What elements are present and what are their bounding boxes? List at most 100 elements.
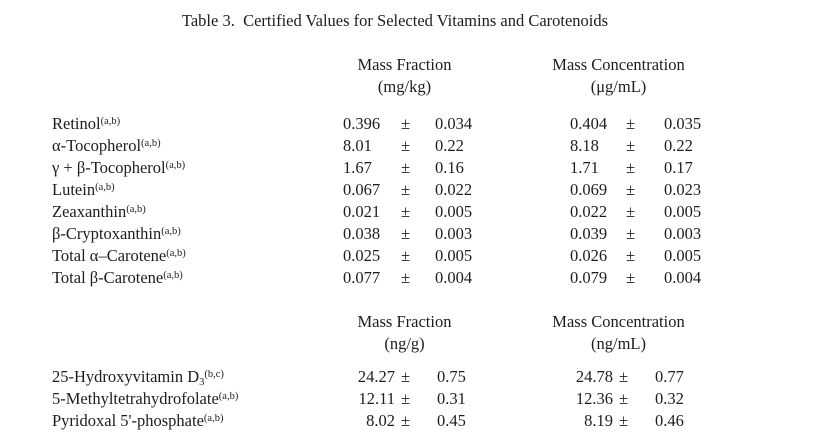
mass-concentration-uncertainty: 0.004 (664, 268, 702, 287)
mass-concentration-uncertainty: 0.46 (655, 411, 684, 430)
analyte-footnote-marker: (a,b) (218, 391, 239, 402)
analyte-subscript: 3 (199, 377, 205, 388)
header-label: Mass Concentration (552, 55, 685, 74)
analyte-label: Total β-Carotene(a,b) (52, 267, 183, 289)
mass-fraction-value: 0.038 (343, 224, 381, 243)
mass-fraction-value: 24.27 (357, 367, 395, 386)
mass-concentration-value: 0.022 (570, 202, 608, 221)
mass-concentration-uncertainty: 0.035 (664, 114, 702, 133)
analyte-name: Pyridoxal 5'-phosphate (52, 411, 204, 430)
analyte-label: α-Tocopherol(a,b) (52, 135, 161, 157)
mass-fraction-uncertainty: 0.034 (435, 114, 473, 133)
table-row: β-Cryptoxanthin(a,b) 0.038 ± 0.003 0.039… (0, 223, 825, 245)
mass-concentration-value: 0.026 (570, 246, 608, 265)
header-label: Mass Fraction (357, 55, 452, 74)
mass-concentration-value: 8.19 (584, 411, 613, 430)
analyte-label: Pyridoxal 5'-phosphate(a,b) (52, 410, 223, 432)
mass-concentration-uncertainty: 0.023 (664, 180, 702, 199)
analyte-label: Retinol(a,b) (52, 113, 120, 135)
plus-minus-sign: ± (401, 158, 411, 177)
analyte-name: α-Tocopherol (52, 136, 142, 155)
header-label: Mass Fraction (357, 312, 452, 331)
plus-minus-sign: ± (401, 180, 411, 199)
mass-fraction-uncertainty: 0.16 (435, 158, 464, 177)
mass-fraction-value: 12.11 (358, 389, 395, 408)
plus-minus-sign: ± (401, 202, 411, 221)
analyte-label: 25-Hydroxyvitamin D3(b,c) (52, 366, 224, 388)
plus-minus-sign: ± (626, 136, 636, 155)
mass-concentration-value: 8.18 (570, 136, 599, 155)
plus-minus-sign: ± (626, 158, 636, 177)
mass-concentration-uncertainty: 0.005 (664, 202, 702, 221)
analyte-footnote-marker: (a,b) (141, 138, 161, 149)
analyte-footnote-marker: (a,b) (126, 204, 146, 215)
analyte-label: γ + β-Tocopherol(a,b) (52, 157, 185, 179)
plus-minus-sign: ± (626, 224, 636, 243)
analyte-label: β-Cryptoxanthin(a,b) (52, 223, 181, 245)
mass-concentration-uncertainty: 0.17 (664, 158, 693, 177)
analyte-label: Zeaxanthin(a,b) (52, 201, 146, 223)
header-unit: (μg/mL) (590, 77, 647, 96)
analyte-name: Total α–Carotene (52, 246, 167, 265)
analyte-name: γ + β-Tocopherol (52, 158, 166, 177)
header-unit: (ng/g) (384, 334, 425, 353)
rows-vitamin-d-folate-b6: 25-Hydroxyvitamin D3(b,c) 24.27 ± 0.75 2… (0, 366, 825, 432)
table-row: Lutein(a,b) 0.067 ± 0.022 0.069 ± 0.023 (0, 179, 825, 201)
analyte-footnote-marker: (a,b) (163, 270, 183, 281)
plus-minus-sign: ± (401, 224, 411, 243)
plus-minus-sign: ± (619, 367, 629, 386)
plus-minus-sign: ± (401, 246, 411, 265)
analyte-name: β-Cryptoxanthin (52, 224, 162, 243)
header-unit: (mg/kg) (377, 77, 432, 96)
header-mass-concentration-ugml: Mass Concentration (μg/mL) (536, 54, 701, 98)
analyte-footnote-marker: (b,c) (204, 369, 224, 380)
table-row: Total α–Carotene(a,b) 0.025 ± 0.005 0.02… (0, 245, 825, 267)
table-row: α-Tocopherol(a,b) 8.01 ± 0.22 8.18 ± 0.2… (0, 135, 825, 157)
header-mass-concentration-ngml: Mass Concentration (ng/mL) (536, 311, 701, 355)
mass-fraction-uncertainty: 0.003 (435, 224, 473, 243)
mass-concentration-uncertainty: 0.77 (655, 367, 684, 386)
mass-fraction-value: 0.077 (343, 268, 381, 287)
plus-minus-sign: ± (401, 268, 411, 287)
plus-minus-sign: ± (401, 367, 411, 386)
mass-fraction-value: 8.01 (343, 136, 372, 155)
plus-minus-sign: ± (626, 268, 636, 287)
mass-concentration-value: 1.71 (570, 158, 599, 177)
mass-concentration-value: 12.36 (575, 389, 613, 408)
analyte-footnote-marker: (a,b) (166, 248, 186, 259)
analyte-footnote-marker: (a,b) (203, 413, 224, 424)
mass-concentration-value: 0.069 (570, 180, 608, 199)
plus-minus-sign: ± (626, 246, 636, 265)
mass-fraction-uncertainty: 0.004 (435, 268, 473, 287)
plus-minus-sign: ± (401, 411, 411, 430)
header-mass-fraction-mgkg: Mass Fraction (mg/kg) (322, 54, 487, 98)
plus-minus-sign: ± (401, 389, 411, 408)
mass-fraction-uncertainty: 0.31 (437, 389, 466, 408)
analyte-name: Lutein (52, 180, 96, 199)
header-label: Mass Concentration (552, 312, 685, 331)
mass-fraction-value: 1.67 (343, 158, 372, 177)
mass-fraction-uncertainty: 0.22 (435, 136, 464, 155)
analyte-footnote-marker: (a,b) (100, 116, 121, 127)
mass-fraction-uncertainty: 0.45 (437, 411, 466, 430)
mass-concentration-uncertainty: 0.003 (664, 224, 702, 243)
analyte-label: Total α–Carotene(a,b) (52, 245, 186, 267)
mass-concentration-uncertainty: 0.22 (664, 136, 693, 155)
analyte-footnote-marker: (a,b) (95, 182, 115, 193)
mass-concentration-uncertainty: 0.005 (664, 246, 702, 265)
table-row: 5-Methyltetrahydrofolate(a,b) 12.11 ± 0.… (0, 388, 825, 410)
mass-concentration-value: 0.404 (570, 114, 608, 133)
mass-concentration-value: 24.78 (575, 367, 613, 386)
table-row: Retinol(a,b) 0.396 ± 0.034 0.404 ± 0.035 (0, 113, 825, 135)
analyte-name: Zeaxanthin (52, 202, 127, 221)
table-row: Pyridoxal 5'-phosphate(a,b) 8.02 ± 0.45 … (0, 410, 825, 432)
mass-fraction-uncertainty: 0.005 (435, 202, 473, 221)
analyte-name: Retinol (52, 114, 101, 133)
plus-minus-sign: ± (401, 136, 411, 155)
table-row: 25-Hydroxyvitamin D3(b,c) 24.27 ± 0.75 2… (0, 366, 825, 388)
analyte-footnote-marker: (a,b) (165, 160, 186, 171)
plus-minus-sign: ± (626, 114, 636, 133)
plus-minus-sign: ± (401, 114, 411, 133)
mass-concentration-uncertainty: 0.32 (655, 389, 684, 408)
